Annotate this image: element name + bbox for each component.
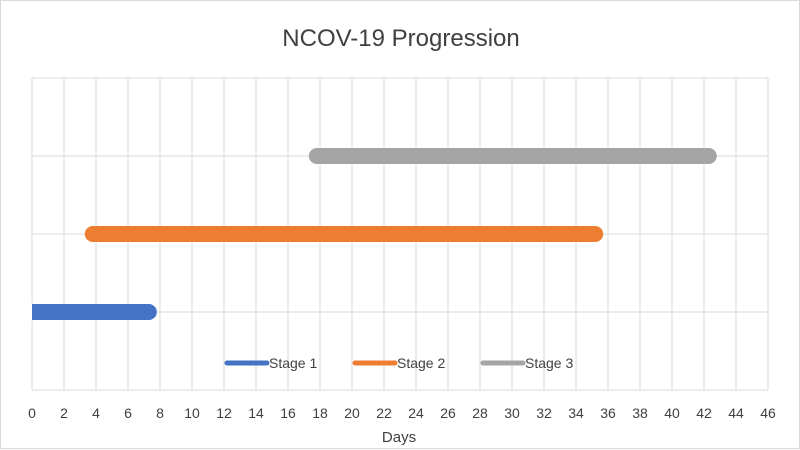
x-tick-label: 40 (664, 405, 680, 421)
x-tick-label: 0 (28, 405, 36, 421)
x-tick-label: 20 (344, 405, 360, 421)
chart-title: NCOV-19 Progression (282, 25, 519, 52)
x-tick-label: 32 (536, 405, 552, 421)
x-tick-label: 26 (440, 405, 456, 421)
x-axis-title: Days (382, 429, 416, 446)
bar-clip-mask (22, 303, 32, 321)
x-tick-label: 6 (124, 405, 132, 421)
x-tick-label: 30 (504, 405, 520, 421)
x-tick-label: 4 (92, 405, 100, 421)
x-axis-tick-labels: 0 2 4 6 8 10 12 14 16 18 20 22 24 26 28 30 32 34 36 38 40 42 4… (28, 405, 776, 421)
x-tick-label: 16 (280, 405, 296, 421)
legend-label: Stage 1 (269, 355, 317, 371)
x-tick-label: 24 (408, 405, 424, 421)
x-tick-label: 36 (600, 405, 616, 421)
x-tick-label: 28 (472, 405, 488, 421)
x-tick-label: 46 (760, 405, 776, 421)
x-tick-label: 14 (248, 405, 264, 421)
x-tick-label: 22 (376, 405, 392, 421)
x-tick-label: 2 (60, 405, 68, 421)
legend: Stage 1 Stage 2 Stage 3 (224, 355, 573, 371)
x-tick-label: 10 (184, 405, 200, 421)
x-tick-label: 38 (632, 405, 648, 421)
legend-label: Stage 3 (525, 355, 573, 371)
legend-label: Stage 2 (397, 355, 445, 371)
bars (22, 148, 717, 321)
x-tick-label: 42 (696, 405, 712, 421)
x-tick-label: 44 (728, 405, 744, 421)
x-tick-label: 18 (312, 405, 328, 421)
x-tick-label: 34 (568, 405, 584, 421)
x-tick-label: 12 (216, 405, 232, 421)
x-tick-label: 8 (156, 405, 164, 421)
